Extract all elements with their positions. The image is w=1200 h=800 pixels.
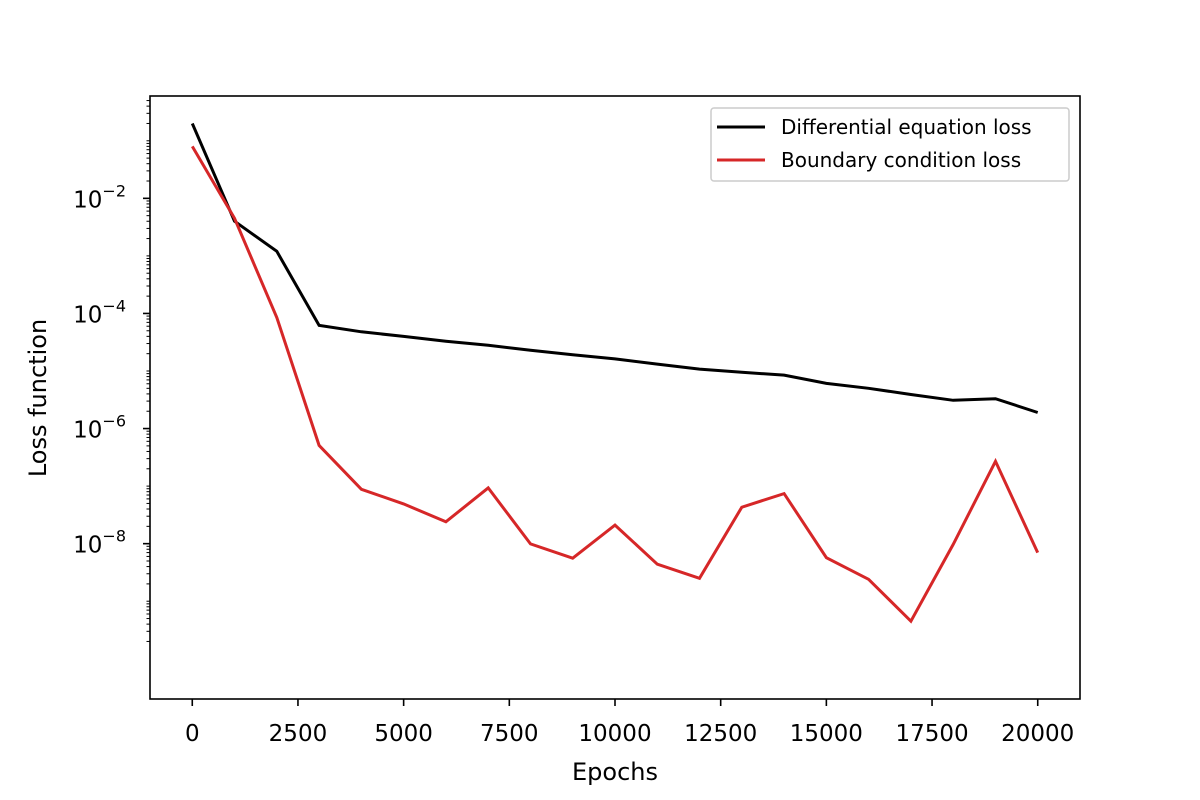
x-tick-label: 17500 — [895, 721, 968, 747]
y-tick-exponent: −8 — [102, 527, 126, 546]
legend: Differential equation loss Boundary condi… — [710, 107, 1070, 182]
x-tick-label: 7500 — [480, 721, 539, 747]
x-tick-label: 20000 — [1001, 721, 1074, 747]
y-axis-label: Loss function — [24, 319, 52, 477]
x-tick-label: 15000 — [790, 721, 863, 747]
x-axis-label: Epochs — [572, 758, 658, 786]
x-tick-label: 12500 — [684, 721, 757, 747]
y-tick-exponent: −6 — [102, 412, 126, 431]
series-layer — [190, 122, 1040, 624]
x-tick-label: 5000 — [374, 721, 433, 747]
y-tick-label: 10−2 — [73, 181, 126, 213]
y-tick-label: 10−4 — [73, 296, 126, 328]
y-tick-exponent: −2 — [102, 181, 126, 200]
y-tick-exponent: −4 — [102, 296, 126, 315]
y-tick-label: 10−6 — [73, 412, 126, 444]
y-tick-label: 10−8 — [73, 527, 126, 559]
series-line-differential-equation-loss — [190, 122, 1039, 414]
y-tick-base: 10 — [73, 533, 102, 559]
legend-label: Differential equation loss — [781, 115, 1032, 139]
x-axis: 0 2500 5000 7500 10000 12500 15000 17500 20000 — [185, 699, 1074, 747]
x-tick-label: 10000 — [578, 721, 651, 747]
y-tick-base: 10 — [73, 187, 102, 213]
series-line-boundary-condition-loss — [191, 145, 1040, 624]
y-tick-base: 10 — [73, 302, 102, 328]
legend-box — [710, 107, 1070, 182]
y-tick-base: 10 — [73, 418, 102, 444]
legend-label: Boundary condition loss — [781, 148, 1021, 172]
x-tick-label: 0 — [185, 721, 200, 747]
x-tick-label: 2500 — [269, 721, 328, 747]
y-axis: 10−210−410−610−8 — [73, 100, 150, 642]
